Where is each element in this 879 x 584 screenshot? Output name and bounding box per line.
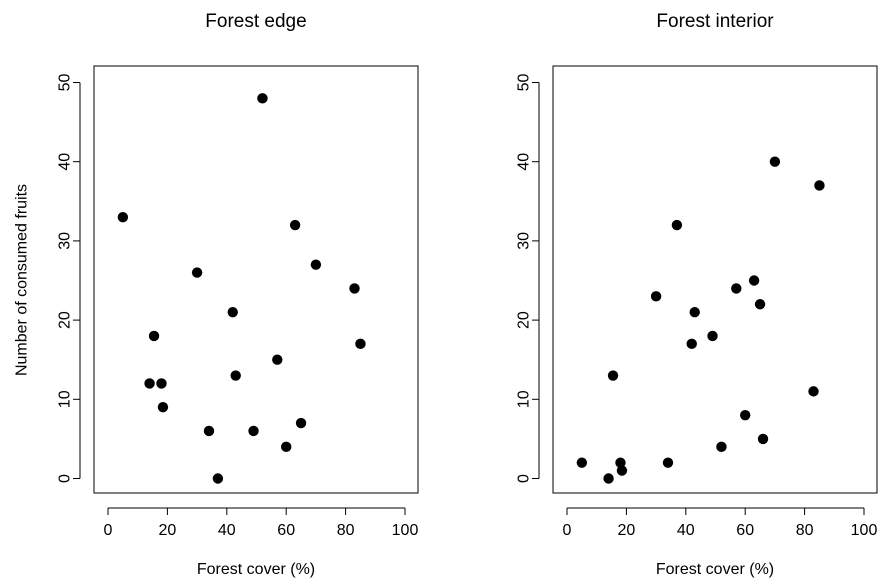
panel-2-data-point: [671, 219, 683, 231]
panel-2-data-point: [814, 180, 825, 191]
panel-1-data-point: [191, 267, 203, 278]
panel-1-y-tick-label: 50: [57, 74, 74, 92]
panel-1-data-point: [212, 473, 224, 484]
panel-2-plot-frame: [552, 65, 878, 494]
panel-2-data-point: [757, 433, 769, 445]
panel-2-data-point: [808, 386, 819, 397]
panel-1-x-axis-label: Forest cover (%): [197, 561, 315, 578]
panel-2-x-tick-label: 0: [563, 522, 572, 539]
panel-2-x-tick-label: 20: [618, 522, 636, 539]
panel-1-y-tick-label: 40: [57, 153, 74, 171]
panel-2-data-point: [731, 283, 742, 294]
panel-1-data-point: [289, 219, 301, 231]
panel-2-data-point: [689, 306, 700, 318]
panel-2-y-tick-label: 50: [516, 74, 533, 92]
panel-2-data-point: [769, 156, 781, 167]
panel-1-data-point: [295, 417, 307, 429]
panel-2-y-tick-label: 0: [516, 474, 533, 483]
panel-1-data-point: [157, 402, 169, 413]
panel-2-data-point: [615, 457, 626, 468]
panel-1-y-tick-label: 10: [57, 390, 74, 408]
panel-1-data-point: [230, 370, 241, 381]
panel-2-chart-title: Forest interior: [656, 11, 774, 32]
panel-1-x-tick-label: 40: [218, 522, 236, 539]
panel-1-x-tick-label: 0: [104, 522, 113, 539]
panel-2-x-tick-label: 40: [677, 522, 695, 539]
panel-1-data-point: [281, 441, 292, 453]
panel-1-data-point: [248, 425, 259, 437]
panel-1-data-point: [144, 378, 155, 389]
panel-2-x-axis-label: Forest cover (%): [656, 561, 774, 578]
panel-2-data-point: [748, 275, 760, 286]
panel-1-data-point: [203, 425, 215, 437]
panel-1-y-axis-label: Number of consumed fruits: [14, 184, 31, 376]
panel-1-y-tick-label: 20: [57, 311, 74, 329]
panel-1-x-tick-label: 20: [159, 522, 177, 539]
panel-2-x-tick-label: 80: [796, 522, 814, 539]
panel-1-data-point: [117, 211, 129, 223]
panel-1-chart-title: Forest edge: [205, 11, 306, 32]
panel-2-data-point: [603, 473, 614, 484]
panel-2-y-tick-label: 40: [516, 153, 533, 171]
panel-2-y-tick-label: 20: [516, 311, 533, 329]
panel-2-data-point: [607, 370, 619, 381]
panel-2-data-point: [716, 441, 727, 453]
panel-2-data-point: [650, 291, 662, 302]
panel-1-x-tick-label: 80: [337, 522, 355, 539]
panel-2-data-point: [686, 338, 697, 350]
panel-2-data-point: [707, 330, 718, 342]
panel-2-data-point: [616, 465, 628, 476]
panel-1-data-point: [156, 378, 167, 389]
panel-2-data-point: [662, 457, 674, 468]
panel-1-data-point: [272, 354, 283, 365]
panel-1-x-tick-label: 60: [277, 522, 295, 539]
panel-1-data-point: [355, 338, 366, 350]
panel-1-y-tick-label: 30: [57, 232, 74, 250]
panel-1-data-point: [349, 283, 360, 294]
panel-1-data-point: [310, 259, 322, 270]
panel-2-x-tick-label: 100: [851, 522, 878, 539]
panel-1-data-point: [227, 306, 238, 318]
panel-1-data-point: [148, 330, 160, 342]
panel-1-data-point: [257, 93, 268, 104]
panel-1-x-tick-label: 100: [392, 522, 419, 539]
panel-2-data-point: [754, 299, 766, 310]
panel-2-y-tick-label: 10: [516, 390, 533, 408]
panel-1-y-tick-label: 0: [57, 474, 74, 483]
panel-1-plot-frame: [93, 65, 419, 494]
panel-2-data-point: [740, 409, 751, 421]
panel-2-data-point: [576, 457, 588, 468]
panel-2-x-tick-label: 60: [736, 522, 754, 539]
panel-2-y-tick-label: 30: [516, 232, 533, 250]
